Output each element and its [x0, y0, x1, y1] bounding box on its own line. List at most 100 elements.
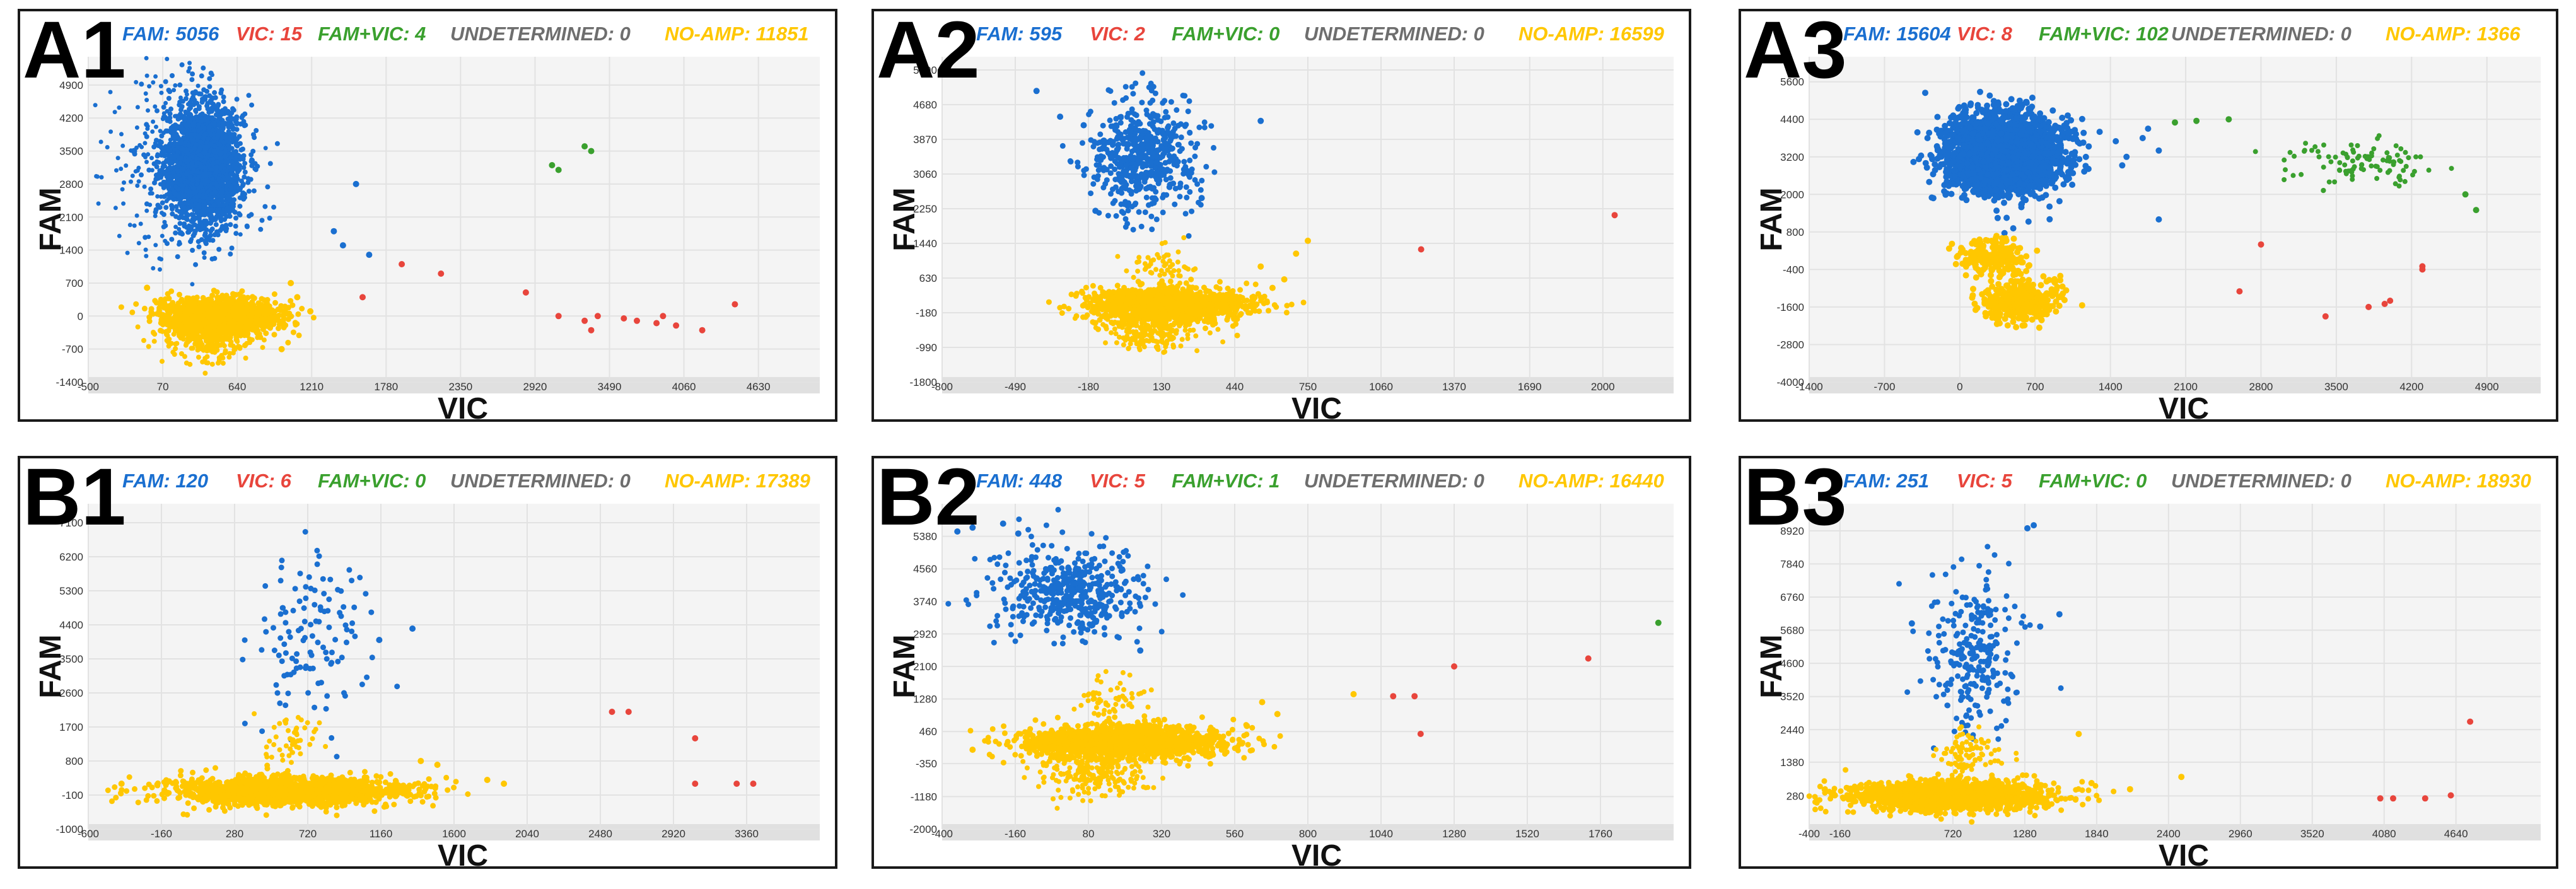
fam-point [1117, 120, 1124, 126]
noamp-point [141, 305, 148, 311]
fam-point [214, 214, 219, 219]
fam-point [98, 139, 103, 144]
noamp-point [230, 308, 236, 313]
fam-point [197, 199, 202, 204]
fam-point [150, 129, 155, 134]
fam-point [213, 112, 219, 118]
noamp-point [278, 346, 285, 352]
fam-point [216, 247, 222, 252]
fam-point [216, 207, 222, 213]
fam-point [1177, 194, 1183, 200]
fam-point [169, 236, 175, 242]
fam-point [1123, 162, 1129, 168]
fam-point [1175, 141, 1182, 148]
fam-point [208, 228, 214, 234]
noamp-point [180, 332, 185, 338]
noamp-point [221, 301, 227, 307]
fam-point [144, 98, 149, 103]
noamp-point [218, 342, 223, 348]
fam-point [1128, 117, 1134, 123]
fam-point [1194, 181, 1201, 187]
fam-point [1211, 144, 1216, 151]
fam-point [212, 120, 217, 125]
fam-point [207, 84, 213, 90]
fam-point [195, 137, 199, 142]
fam-point [247, 213, 252, 219]
noamp-point [165, 339, 171, 345]
noamp-point [146, 318, 153, 324]
fam-point [1090, 144, 1097, 149]
fam-point [238, 154, 243, 160]
fam-point [1108, 190, 1114, 197]
y-tick-label: 1400 [59, 245, 83, 257]
fam-point [1090, 181, 1097, 187]
fam-point [225, 160, 231, 165]
fam-point [233, 119, 238, 124]
noamp-point [288, 298, 294, 304]
fam-point [1101, 137, 1107, 144]
fam-point [1201, 124, 1208, 131]
fam-point [195, 161, 201, 166]
noamp-point [171, 332, 177, 337]
fam-point [1124, 141, 1130, 147]
fam-point [164, 199, 169, 204]
fam-point [263, 146, 268, 151]
noamp-point [272, 299, 278, 306]
noamp-point [249, 294, 255, 300]
fam-point [1122, 224, 1129, 230]
fam-point [1148, 115, 1154, 121]
fam-point [189, 237, 194, 241]
fam-point [1139, 146, 1145, 152]
fam-point [1144, 135, 1150, 141]
fam-point [1110, 186, 1116, 192]
fam-point [210, 161, 216, 166]
fam-point [161, 105, 166, 110]
noamp-point [236, 320, 242, 325]
fam-point [180, 204, 185, 209]
fam-point [168, 142, 173, 147]
noamp-point [184, 295, 190, 301]
noamp-point [214, 338, 219, 344]
fam-point [175, 170, 180, 175]
fam-point [1128, 128, 1134, 134]
fam-point [221, 169, 226, 175]
x-tick-label: 750 [1299, 381, 1317, 393]
fam-point [1180, 171, 1187, 177]
x-tick-label: 1690 [1518, 381, 1542, 393]
fam-point [1122, 129, 1129, 135]
fam-point [158, 182, 163, 187]
fam-point [143, 131, 148, 136]
fam-point [1153, 216, 1160, 223]
fam-point [238, 147, 244, 153]
fam-point [226, 164, 232, 170]
fam-point [168, 153, 173, 158]
y-tick-label: 2250 [913, 203, 937, 215]
fam-point [1141, 178, 1148, 185]
fam-point [1150, 150, 1157, 156]
noamp-point [129, 309, 136, 315]
fam-point [240, 183, 245, 189]
fam-point [190, 154, 195, 160]
fam-point [189, 212, 195, 218]
noamp-point [201, 317, 206, 322]
fam-point [193, 216, 198, 221]
noamp-point [293, 322, 299, 328]
fam-point [1163, 146, 1169, 152]
noamp-point [212, 315, 218, 320]
vic-point [653, 320, 660, 327]
noamp-point [285, 305, 291, 311]
fam-point [196, 104, 202, 110]
fam-point [1133, 178, 1139, 185]
fam-point [120, 187, 125, 192]
fam-point [162, 163, 167, 169]
fam-point [1170, 129, 1176, 135]
fam-point [1093, 162, 1100, 168]
fam-point [1100, 122, 1106, 129]
vic-point [699, 327, 706, 334]
fam-point [1117, 163, 1123, 169]
x-tick-label: 3490 [598, 381, 622, 393]
noamp-point [240, 317, 246, 323]
fam-point [194, 182, 199, 187]
panel-label: A1 [23, 11, 126, 95]
noamp-point [202, 334, 207, 340]
